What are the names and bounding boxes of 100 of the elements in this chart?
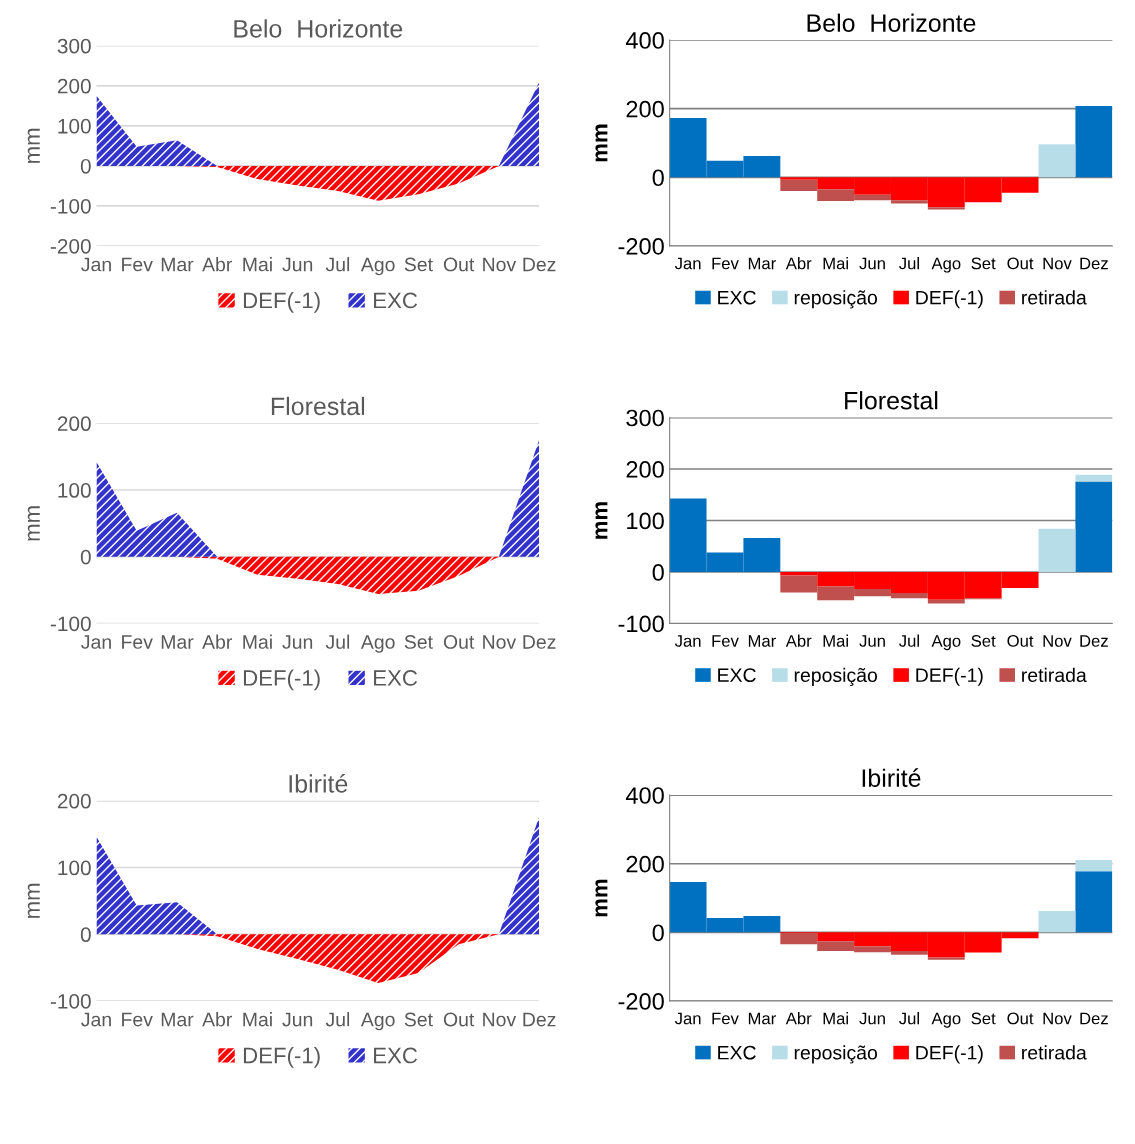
x-tick-label: Jan	[674, 1012, 701, 1025]
legend-label: DEF(-1)	[916, 1045, 983, 1064]
x-tick-label: Mar	[161, 635, 194, 649]
y-axis-title: mm	[595, 879, 608, 917]
x-tick-label: Abr	[202, 257, 232, 272]
y-axis-title: mm	[27, 883, 40, 918]
chart-title: Ibirité	[862, 768, 921, 787]
legend-label: DEF(-1)	[916, 290, 983, 309]
y-axis-title: mm	[595, 124, 608, 162]
legend-label: EXC	[374, 670, 418, 686]
x-tick-label: Dez	[523, 257, 556, 272]
y-tick-label: 200	[57, 416, 91, 432]
x-tick-label: Ago	[360, 635, 395, 653]
x-tick-label: Abr	[785, 1012, 812, 1025]
bar	[1038, 911, 1076, 933]
y-tick-label: 300	[57, 38, 91, 54]
x-tick-label: Jul	[325, 1012, 350, 1027]
bar	[927, 957, 965, 960]
x-tick-label: Out	[1007, 635, 1034, 647]
x-tick-label: Fev	[122, 257, 153, 272]
x-tick-label: Mai	[243, 257, 272, 272]
x-tick-label: Nov	[1043, 1012, 1072, 1025]
x-tick-label: Jun	[282, 635, 313, 649]
x-tick-label: Jul	[899, 1012, 919, 1025]
x-tick-label: Out	[443, 257, 475, 272]
y-tick-label: 400	[625, 32, 664, 49]
x-tick-label: Mai	[243, 634, 272, 649]
bar	[1075, 481, 1113, 572]
y-tick-label: -100	[50, 616, 91, 632]
x-tick-label: Ago	[931, 257, 961, 273]
x-tick-label: Ago	[931, 635, 961, 651]
x-tick-label: Mar	[748, 635, 776, 647]
chart-title: Florestal	[845, 391, 938, 410]
bar	[1038, 144, 1076, 178]
y-tick-label: -100	[618, 615, 664, 633]
legend-label: DEF(-1)	[243, 1047, 320, 1068]
x-tick-label: Out	[443, 1012, 475, 1027]
x-tick-label: Mai	[823, 1012, 848, 1025]
y-axis-title: mm	[595, 502, 608, 539]
bar	[1038, 528, 1076, 572]
y-tick-label: 200	[626, 100, 664, 118]
x-tick-label: Dez	[1080, 1012, 1108, 1025]
y-tick-label: 100	[58, 483, 91, 498]
x-tick-label: Mar	[748, 257, 776, 270]
x-tick-label: Jun	[282, 257, 313, 272]
x-tick-label: Dez	[523, 635, 556, 649]
bar	[890, 200, 928, 204]
y-axis-title: mm	[27, 506, 40, 541]
x-tick-label: Set	[404, 635, 433, 649]
chart-title: Florestal	[271, 396, 365, 416]
chart-title: Ibirité	[289, 774, 348, 793]
x-tick-label: Nov	[483, 257, 517, 272]
legend-label: retirada	[1022, 1045, 1087, 1060]
x-tick-label: Jun	[859, 635, 885, 647]
legend-label: reposição	[794, 1045, 878, 1064]
x-tick-label: Fev	[712, 1012, 739, 1025]
legend-label: DEF(-1)	[916, 667, 983, 686]
y-tick-label: 400	[625, 787, 664, 804]
x-tick-label: Set	[404, 1012, 433, 1027]
x-tick-label: Jan	[81, 257, 111, 272]
x-tick-label: Jun	[282, 1012, 313, 1027]
x-tick-label: Set	[971, 635, 996, 647]
x-tick-label: Abr	[785, 634, 812, 647]
legend-label: EXC	[374, 292, 418, 309]
bar	[927, 207, 965, 210]
x-tick-label: Nov	[1043, 635, 1072, 647]
y-tick-label: -200	[50, 238, 91, 254]
y-tick-label: -200	[618, 993, 664, 1010]
legend-label: DEF(-1)	[243, 291, 320, 313]
x-tick-label: Set	[971, 257, 996, 270]
x-tick-label: Dez	[523, 1012, 556, 1027]
y-tick-label: 300	[626, 409, 664, 427]
legend-label: EXC	[718, 1045, 756, 1060]
x-tick-label: Jun	[859, 257, 885, 270]
y-tick-label: 0	[652, 924, 664, 942]
y-tick-label: 0	[80, 549, 91, 565]
bar	[1075, 474, 1113, 482]
y-tick-label: 0	[652, 169, 664, 187]
bar	[1075, 871, 1113, 933]
x-tick-label: Mai	[823, 634, 848, 647]
x-tick-label: Fev	[712, 635, 739, 647]
x-tick-label: Nov	[483, 635, 517, 649]
bar	[1075, 105, 1113, 178]
x-tick-label: Mar	[161, 257, 194, 272]
y-tick-label: 200	[626, 461, 664, 478]
y-tick-label: -200	[618, 238, 664, 255]
x-tick-label: Dez	[1080, 257, 1108, 270]
bar	[1075, 859, 1113, 872]
chart-title: Belo Horizonte	[807, 13, 976, 32]
legend-label: EXC	[374, 1047, 418, 1064]
x-tick-label: Set	[404, 257, 433, 272]
x-tick-label: Set	[971, 1012, 996, 1025]
x-tick-label: Jul	[899, 257, 919, 270]
x-tick-label: Mai	[823, 257, 848, 270]
legend-label: EXC	[718, 668, 756, 683]
x-tick-label: Jan	[81, 1012, 111, 1027]
y-tick-label: 200	[57, 78, 91, 94]
chart-title: Belo Horizonte	[234, 19, 403, 38]
x-tick-label: Dez	[1080, 635, 1108, 647]
x-tick-label: Ago	[360, 257, 395, 276]
